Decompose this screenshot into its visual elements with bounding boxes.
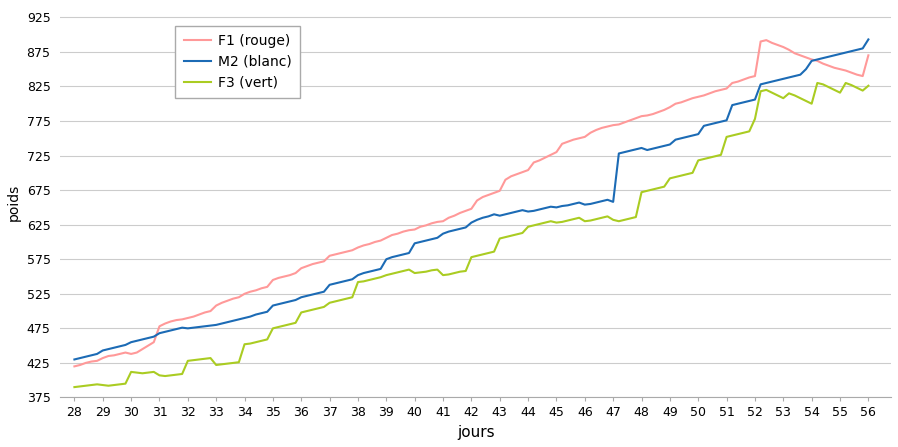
Line: F1 (rouge): F1 (rouge) bbox=[75, 40, 868, 367]
M2 (blanc) bbox=[69, 357, 80, 362]
F1 (rouge) bbox=[829, 65, 840, 71]
M2 (blanc) bbox=[761, 80, 771, 86]
F3 (vert) bbox=[75, 384, 85, 389]
M2 (blanc) bbox=[823, 54, 834, 59]
M2 (blanc) bbox=[330, 281, 340, 286]
F1 (rouge) bbox=[767, 40, 778, 46]
F3 (vert) bbox=[863, 83, 874, 89]
Line: M2 (blanc): M2 (blanc) bbox=[75, 39, 868, 359]
Line: F3 (vert): F3 (vert) bbox=[75, 83, 868, 387]
F1 (rouge) bbox=[863, 53, 874, 58]
F1 (rouge) bbox=[330, 252, 340, 257]
F1 (rouge) bbox=[744, 75, 754, 80]
M2 (blanc) bbox=[75, 355, 85, 361]
F3 (vert) bbox=[761, 87, 771, 93]
F1 (rouge) bbox=[114, 351, 125, 357]
X-axis label: jours: jours bbox=[457, 425, 495, 440]
Legend: F1 (rouge), M2 (blanc), F3 (vert): F1 (rouge), M2 (blanc), F3 (vert) bbox=[175, 25, 300, 98]
F1 (rouge) bbox=[69, 364, 80, 369]
F1 (rouge) bbox=[761, 38, 771, 43]
F3 (vert) bbox=[330, 299, 340, 304]
F3 (vert) bbox=[744, 129, 754, 134]
M2 (blanc) bbox=[744, 98, 754, 104]
F3 (vert) bbox=[812, 80, 823, 86]
F3 (vert) bbox=[829, 87, 840, 93]
F3 (vert) bbox=[114, 382, 125, 387]
M2 (blanc) bbox=[114, 344, 125, 349]
Y-axis label: poids: poids bbox=[7, 184, 21, 221]
F1 (rouge) bbox=[75, 363, 85, 368]
M2 (blanc) bbox=[863, 37, 874, 42]
F3 (vert) bbox=[69, 384, 80, 390]
